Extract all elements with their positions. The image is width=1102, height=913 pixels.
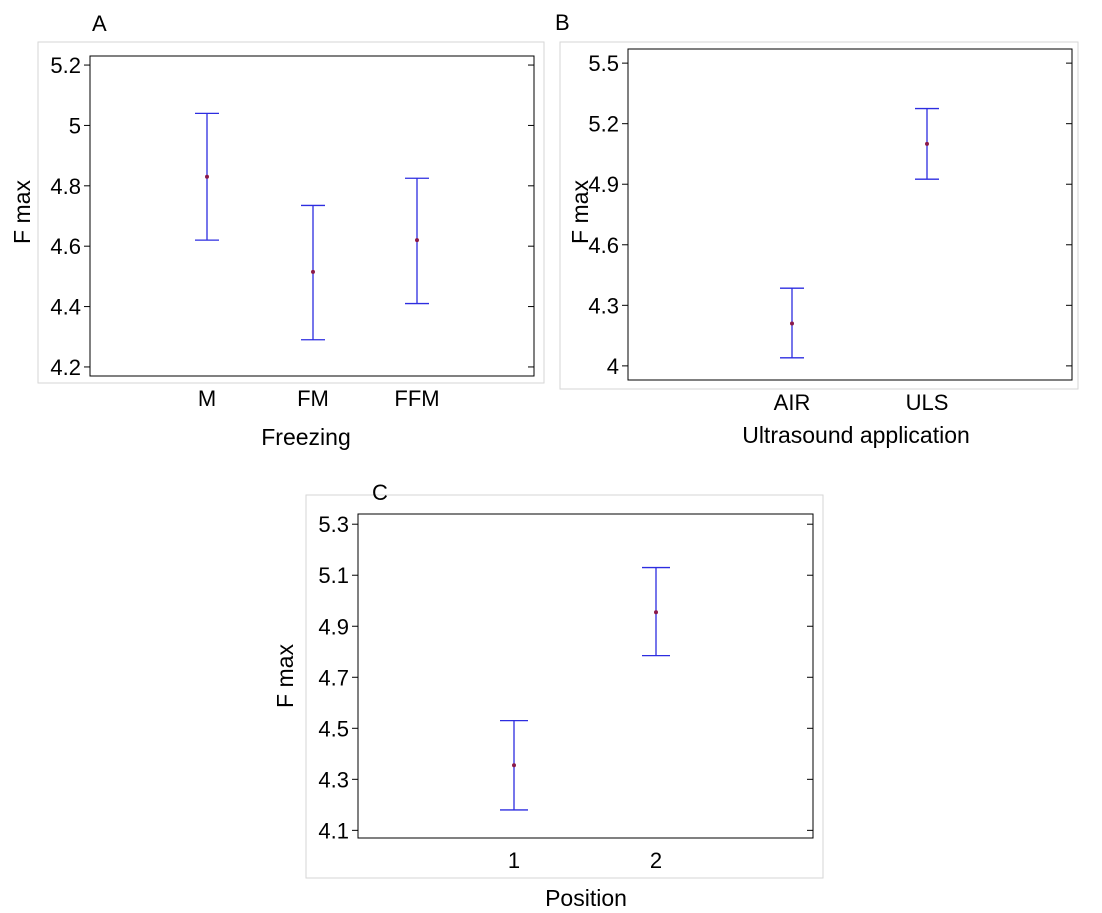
panel-c-x-axis-label: Position xyxy=(545,885,627,911)
mean-point-c-2 xyxy=(654,610,658,615)
panel-a-x-tick-label: FM xyxy=(297,386,329,411)
panel-c-frame xyxy=(305,494,824,879)
panel-c-y-tick-label: 4.5 xyxy=(318,716,349,741)
panel-a-x-tick-label: M xyxy=(198,386,216,411)
panel-b-x-axis-label: Ultrasound application xyxy=(742,422,970,448)
mean-point-b-AIR xyxy=(790,321,794,326)
panel-c-plot-area xyxy=(357,513,814,839)
panel-c-y-tick-label: 4.9 xyxy=(318,614,349,639)
panel-a: A 4.2 4.4 4.6 4.8 5 5.2 M FM FFM Freezing F max xyxy=(9,11,545,450)
panel-a-plot-area xyxy=(89,55,535,377)
panel-c-y-tick-label: 4.7 xyxy=(318,665,349,690)
panel-b-x-tick-label: ULS xyxy=(906,390,949,415)
mean-point-b-ULS xyxy=(925,141,929,146)
panel-a-y-ticks: 4.2 4.4 4.6 4.8 5 5.2 xyxy=(50,53,534,380)
panel-c-letter: C xyxy=(372,480,388,505)
panel-b-x-tick-label: AIR xyxy=(774,390,811,415)
mean-point-a-FFM xyxy=(415,238,419,243)
mean-point-a-FM xyxy=(311,269,315,274)
panel-b: B 4 4.3 4.6 4.9 5.2 5.5 AIR ULS Ultrasound app… xyxy=(555,10,1079,448)
panel-a-y-axis-label: F max xyxy=(9,180,35,244)
panel-b-y-tick-label: 4 xyxy=(607,354,619,379)
panel-c-y-tick-label: 5.1 xyxy=(318,563,349,588)
panel-a-letter: A xyxy=(92,11,107,36)
panel-c-y-axis-label: F max xyxy=(272,644,298,708)
panel-b-y-tick-label: 4.6 xyxy=(588,233,619,258)
panel-b-y-axis-label: F max xyxy=(567,180,593,244)
panel-a-frame xyxy=(37,41,545,384)
panel-a-errorbars xyxy=(195,112,429,341)
panel-c-errorbars xyxy=(500,566,670,811)
panel-c-x-tick-label: 1 xyxy=(508,848,520,873)
mean-point-c-1 xyxy=(512,763,516,768)
panel-c-x-tick-label: 2 xyxy=(650,848,662,873)
panel-a-y-tick-label: 4.4 xyxy=(50,295,81,320)
panel-b-y-tick-label: 4.9 xyxy=(588,172,619,197)
panel-b-plot-area xyxy=(627,48,1073,381)
panel-b-y-tick-label: 4.3 xyxy=(588,293,619,318)
panel-a-y-tick-label: 4.8 xyxy=(50,174,81,199)
panel-a-x-ticks: M FM FFM xyxy=(198,386,440,411)
panel-c-y-tick-label: 4.3 xyxy=(318,767,349,792)
panel-b-errorbars xyxy=(780,107,939,359)
mean-point-a-M xyxy=(205,174,209,179)
panel-a-y-tick-label: 5.2 xyxy=(50,53,81,78)
panel-c-y-tick-label: 4.1 xyxy=(318,818,349,843)
panel-b-y-ticks: 4 4.3 4.6 4.9 5.2 5.5 xyxy=(588,51,1072,379)
panel-b-letter: B xyxy=(555,10,570,35)
panel-b-frame xyxy=(559,41,1079,390)
panel-b-x-ticks: AIR ULS xyxy=(774,390,949,415)
panel-c-y-tick-label: 5.3 xyxy=(318,512,349,537)
panel-b-y-tick-label: 5.5 xyxy=(588,51,619,76)
panel-a-x-tick-label: FFM xyxy=(394,386,439,411)
panel-c-y-ticks: 4.1 4.3 4.5 4.7 4.9 5.1 5.3 xyxy=(318,512,813,843)
panel-a-y-tick-label: 5 xyxy=(69,113,81,138)
panel-b-y-tick-label: 5.2 xyxy=(588,112,619,137)
panel-a-y-tick-label: 4.2 xyxy=(50,355,81,380)
panel-a-x-axis-label: Freezing xyxy=(261,424,350,450)
panel-a-y-tick-label: 4.6 xyxy=(50,234,81,259)
